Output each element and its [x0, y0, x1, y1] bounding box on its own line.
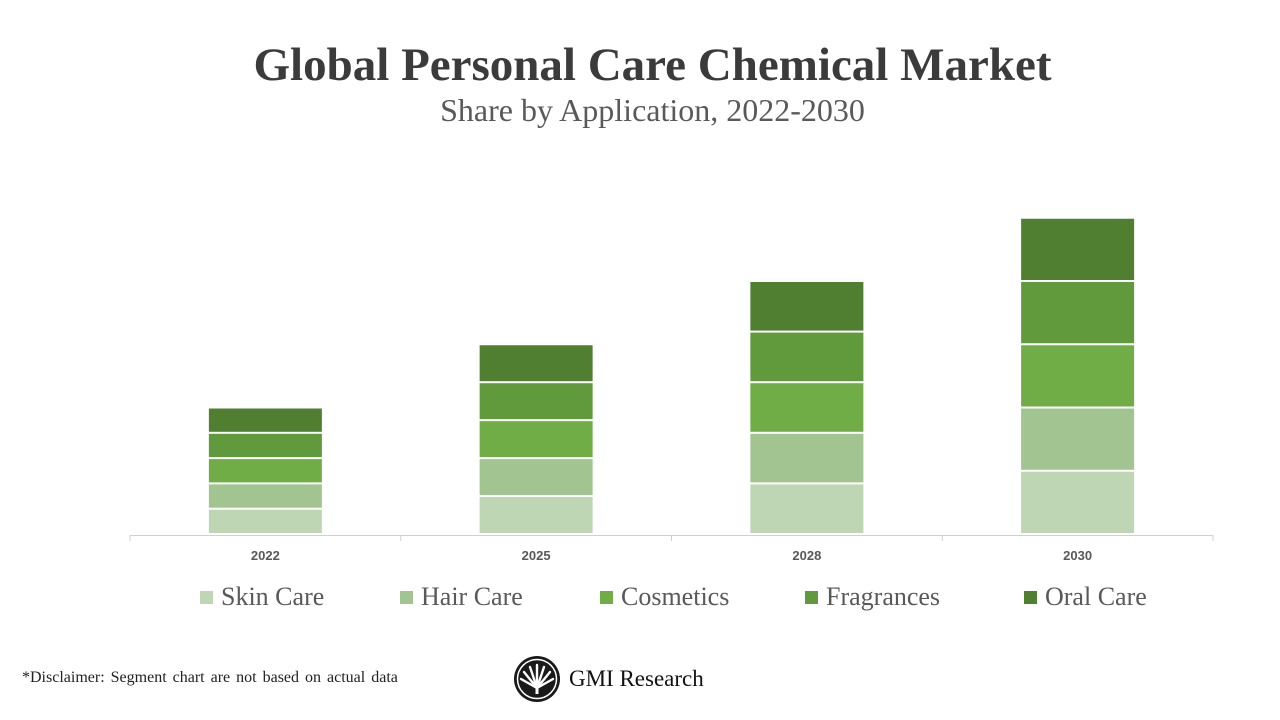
bar-segment-cosmetics-2022	[208, 459, 322, 483]
legend-label: Skin Care	[221, 582, 325, 611]
legend-label: Cosmetics	[621, 582, 730, 611]
bar-segment-fragrances-2028	[750, 332, 864, 382]
bar-segment-hair-care-2030	[1021, 408, 1135, 470]
x-tick-label: 2028	[792, 548, 821, 563]
x-tick-label: 2025	[522, 548, 551, 563]
bar-segment-cosmetics-2028	[750, 383, 864, 432]
legend-label: Hair Care	[421, 582, 523, 611]
x-tick-label: 2030	[1063, 548, 1092, 563]
bar-segment-cosmetics-2030	[1021, 345, 1135, 407]
brand-name: GMI Research	[569, 666, 704, 691]
bar-segment-skin-care-2022	[208, 509, 322, 533]
legend-swatch	[400, 590, 413, 604]
bar-segment-oral-care-2028	[750, 282, 864, 331]
legend-label: Oral Care	[1045, 582, 1147, 611]
legend-swatch	[805, 590, 818, 604]
gmi-logo: GMI Research	[513, 655, 704, 703]
bar-segment-hair-care-2022	[208, 484, 322, 508]
bar-segment-oral-care-2025	[479, 345, 593, 382]
x-tick-label: 2022	[251, 548, 280, 563]
bar-segment-skin-care-2028	[750, 484, 864, 533]
bar-segment-skin-care-2030	[1021, 471, 1135, 533]
bar-segment-skin-care-2025	[479, 497, 593, 533]
gmi-logo-icon	[514, 656, 560, 702]
legend-swatch	[600, 590, 613, 604]
legend-label: Fragrances	[826, 582, 941, 611]
bar-segment-fragrances-2022	[208, 433, 322, 458]
chart-title: Global Personal Care Chemical Market	[253, 39, 1052, 91]
bar-segment-cosmetics-2025	[479, 421, 593, 458]
legend-item: Fragrances	[805, 582, 940, 612]
bar-segment-fragrances-2030	[1021, 282, 1135, 344]
legend-item: Skin Care	[200, 582, 324, 612]
legend: Skin Care Hair Care Cosmetics Fragrances Ora…	[0, 582, 1280, 616]
legend-item: Hair Care	[400, 582, 523, 612]
bar-segment-oral-care-2030	[1021, 218, 1135, 280]
bar-segment-oral-care-2022	[208, 408, 322, 432]
disclaimer: *Disclaimer: Segment chart are not based…	[22, 669, 398, 686]
legend-swatch	[1024, 590, 1037, 604]
legend-item: Oral Care	[1024, 582, 1147, 612]
bar-segment-fragrances-2025	[479, 383, 593, 420]
chart-subtitle: Share by Application, 2022-2030	[440, 92, 865, 128]
bar-segment-hair-care-2028	[750, 433, 864, 483]
legend-item: Cosmetics	[600, 582, 729, 612]
bar-segment-hair-care-2025	[479, 459, 593, 496]
legend-swatch	[200, 590, 213, 604]
